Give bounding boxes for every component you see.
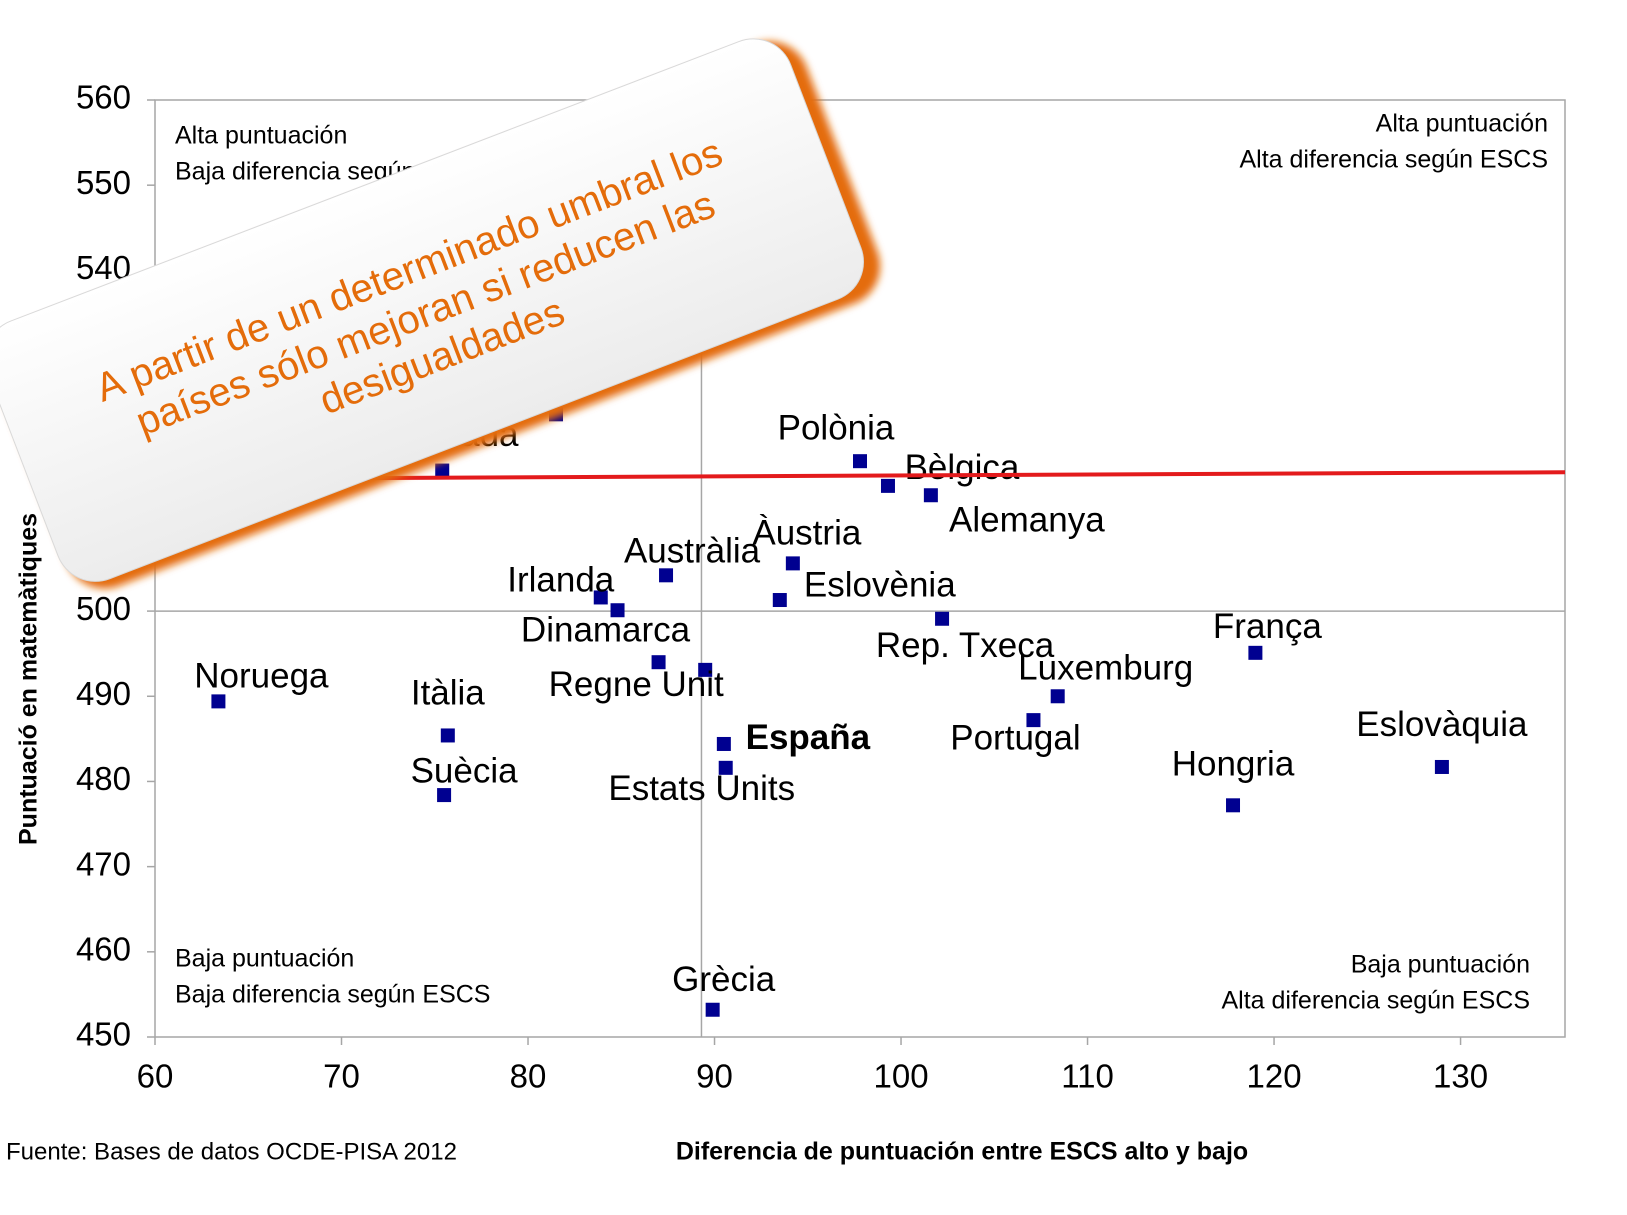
- point: [1050, 689, 1065, 704]
- quadrant-label: Alta puntuación: [175, 122, 347, 150]
- y-tick-label: 490: [76, 675, 131, 712]
- point-label: Hongria: [1172, 745, 1295, 784]
- quadrant-label: Alta puntuación: [1376, 110, 1548, 138]
- point: [785, 556, 800, 571]
- y-tick-label: 480: [76, 760, 131, 797]
- x-tick-label: 90: [696, 1058, 733, 1095]
- point-label: Polònia: [778, 408, 895, 447]
- x-tick-label: 60: [137, 1058, 174, 1095]
- source: Fuente: Bases de datos OCDE-PISA 2012: [6, 1138, 457, 1165]
- quadrant-label: Baja diferencia según ESCS: [175, 981, 490, 1009]
- point-label: França: [1213, 607, 1322, 646]
- point: [853, 454, 867, 469]
- point: [651, 655, 666, 670]
- point-label: Eslovàquia: [1356, 705, 1528, 744]
- x-tick-label: 120: [1247, 1058, 1302, 1095]
- point: [610, 603, 625, 618]
- point-label: Suècia: [411, 751, 519, 790]
- x-tick-label: 70: [323, 1058, 360, 1095]
- y-axis-title: Puntuació en matemàtiques: [15, 513, 43, 845]
- point-label: Austràlia: [624, 532, 761, 571]
- point: [716, 736, 731, 751]
- point: [698, 662, 713, 677]
- x-tick-label: 100: [874, 1058, 929, 1095]
- quadrant-label: Alta diferencia según ESCS: [1239, 146, 1548, 174]
- point: [1434, 759, 1449, 774]
- point-label: Itàlia: [411, 674, 485, 713]
- y-tick-label: 460: [76, 931, 131, 968]
- x-tick-label: 80: [510, 1058, 547, 1095]
- point: [772, 593, 787, 608]
- point: [593, 590, 608, 605]
- point-label: Estats Units: [608, 769, 795, 808]
- point: [211, 694, 226, 709]
- point-label: Regne Unit: [549, 665, 724, 704]
- point-label: Alemanya: [949, 500, 1105, 539]
- point-label: Grècia: [672, 960, 776, 999]
- point: [440, 728, 455, 743]
- point: [437, 788, 452, 803]
- x-tick-label: 110: [1061, 1058, 1114, 1095]
- point: [705, 1002, 720, 1017]
- point: [659, 568, 674, 583]
- y-tick-label: 450: [76, 1016, 131, 1053]
- point-label: Portugal: [950, 718, 1080, 757]
- point-label: Noruega: [194, 657, 329, 696]
- point-label: Bèlgica: [905, 448, 1020, 487]
- point-label: España: [746, 718, 871, 757]
- point: [1226, 798, 1241, 813]
- callout-box: [0, 38, 864, 582]
- point-label: Àustria: [752, 514, 861, 553]
- point: [1248, 645, 1263, 660]
- point-label: Eslovènia: [804, 565, 956, 604]
- y-tick-label: 500: [76, 590, 131, 627]
- point: [880, 478, 895, 493]
- y-tick-label: 560: [76, 79, 131, 116]
- y-tick-label: 470: [76, 845, 131, 882]
- quadrant-label: Baja puntuación: [1351, 951, 1530, 979]
- quadrant-label: Alta diferencia según ESCS: [1221, 987, 1530, 1015]
- x-tick-label: 130: [1433, 1058, 1488, 1095]
- point-label: Rep. Txeca: [876, 626, 1055, 665]
- point: [935, 611, 950, 626]
- point-label: Irlanda: [507, 561, 615, 600]
- point-label: Dinamarca: [521, 610, 691, 649]
- y-tick-label: 550: [76, 164, 131, 201]
- point-label: Luxemburg: [1018, 649, 1193, 688]
- quadrant-label: Baja puntuación: [175, 945, 354, 973]
- x-axis-title: Diferencia de puntuación entre ESCS alto…: [676, 1138, 1248, 1166]
- point: [435, 463, 450, 478]
- point: [1026, 713, 1041, 728]
- point: [718, 760, 733, 775]
- point: [923, 488, 938, 503]
